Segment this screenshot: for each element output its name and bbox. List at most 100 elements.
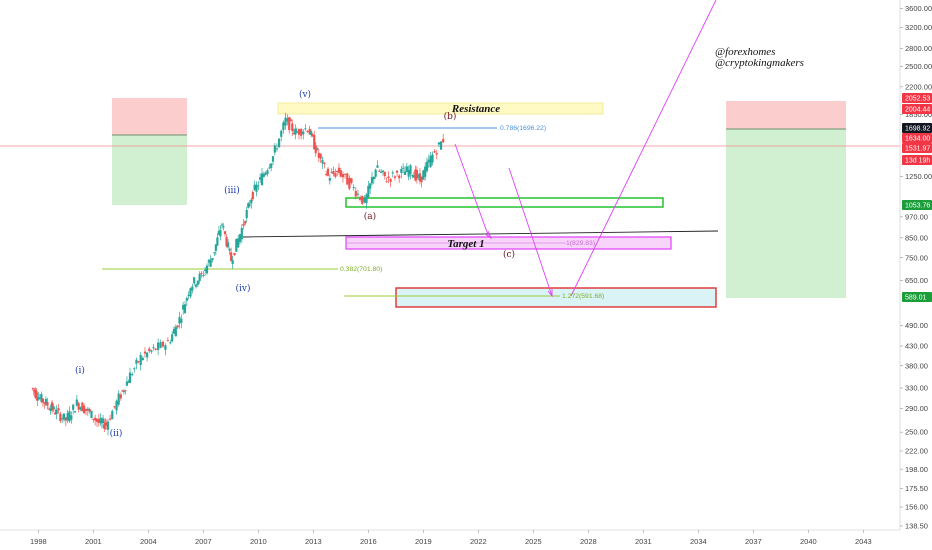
candle-body [308, 128, 311, 135]
candle-body [356, 193, 360, 195]
wave-label-7: (b) [444, 111, 457, 122]
candle-body [49, 408, 52, 412]
candle-body [385, 181, 388, 183]
fib-1-label: 1(829.83) [566, 240, 595, 247]
x-tick-label: 2037 [745, 537, 762, 546]
candle-body [213, 252, 216, 254]
candle-body [245, 209, 248, 219]
candle-body [314, 145, 317, 154]
candle-body [207, 260, 210, 263]
candle-body [124, 390, 127, 392]
y-tick-label: 198.00 [905, 465, 928, 474]
candle-body [302, 131, 305, 135]
candle-body [319, 153, 322, 159]
candle-body [141, 357, 144, 361]
candle-body [391, 172, 394, 174]
price-tag [902, 155, 932, 165]
candle-body [270, 163, 273, 168]
candle-body [214, 244, 217, 251]
candle-body [415, 170, 419, 179]
candle-body [135, 359, 138, 364]
overlay-layer: (i) (ii) (iii) (iv) (v) (a) (b) (c) Resistance Ta… [75, 0, 804, 439]
candle-body [341, 174, 345, 178]
candle-body [363, 197, 366, 203]
candle-body [44, 398, 48, 405]
candle-body [150, 350, 153, 352]
x-tick-label: 2001 [85, 537, 102, 546]
x-tick-label: 2025 [525, 537, 542, 546]
candle-body [122, 391, 125, 393]
candle-body [159, 342, 162, 348]
candle-body [178, 317, 181, 324]
candle-body [414, 169, 417, 181]
x-tick-label: 1998 [30, 537, 47, 546]
candle-body [431, 154, 434, 163]
candle-body [217, 230, 221, 235]
candle-body [64, 417, 67, 421]
price-tag [902, 292, 932, 302]
candle-body [288, 117, 291, 131]
candle-body [95, 418, 99, 422]
y-tick-label: 290.00 [905, 404, 928, 413]
candle-body [204, 269, 207, 271]
candle-body [405, 166, 408, 173]
candle-body [90, 411, 93, 419]
candle-body [425, 161, 429, 172]
candle-body [50, 402, 54, 411]
candle-body [127, 381, 130, 383]
candle-body [380, 171, 383, 173]
candle-body [332, 170, 335, 175]
candle-body [439, 141, 443, 150]
candle-body [231, 260, 234, 264]
y-tick-label: 970.00 [905, 212, 928, 221]
candle-body [37, 397, 40, 400]
candle-body [358, 197, 362, 200]
candle-body [52, 406, 55, 410]
final-target-zone [395, 287, 717, 308]
x-tick-label: 2034 [690, 537, 707, 546]
candle-body [238, 234, 242, 242]
candle-body [202, 275, 205, 277]
arrow-head-2 [547, 289, 553, 298]
candle-body [311, 134, 314, 137]
x-tick-label: 2028 [580, 537, 597, 546]
candle-body [257, 185, 260, 187]
candle-body [152, 347, 155, 349]
fib-786-label: 0.786(1696.22) [500, 125, 546, 132]
candle-body [228, 248, 231, 251]
candle-body [104, 422, 107, 426]
candle-body [128, 372, 132, 383]
price-tag [902, 200, 932, 210]
candle-body [103, 424, 106, 429]
candle-body [365, 194, 368, 204]
candle-body [216, 237, 219, 246]
x-tick-label: 2013 [305, 537, 322, 546]
y-tick-label: 2200.00 [905, 82, 932, 91]
candle-body [304, 128, 307, 130]
candle-body [437, 142, 441, 145]
x-tick-label: 2016 [360, 537, 377, 546]
y-tick-label: 2800.00 [905, 44, 932, 53]
y-tick-label: 2500.00 [905, 62, 932, 71]
candle-body [81, 402, 84, 412]
candle-body [77, 403, 80, 410]
wave-label-1: (i) [75, 365, 85, 376]
wave-label-6: (a) [364, 211, 376, 222]
candle-body [86, 408, 89, 411]
candle-body [248, 204, 251, 206]
candle-body [230, 252, 233, 261]
candle-body [191, 286, 194, 291]
candle-body [291, 123, 294, 131]
candle-body [424, 166, 427, 177]
candle-body [171, 334, 174, 342]
price-tag [902, 93, 932, 103]
y-tick-label: 175.50 [905, 484, 928, 493]
candle-body [297, 129, 301, 135]
candle-body [403, 171, 407, 175]
candle-body [326, 168, 330, 176]
candle-body [61, 418, 64, 420]
candle-body [111, 411, 114, 420]
candle-body [383, 171, 386, 177]
candle-body [250, 199, 253, 204]
